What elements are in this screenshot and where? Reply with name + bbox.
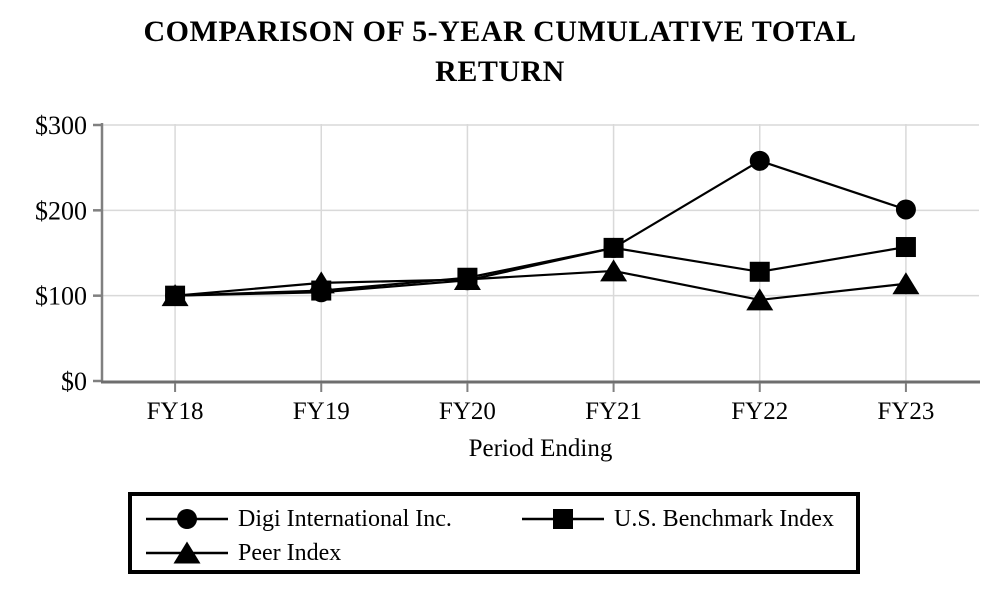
x-tick-label: FY19 [293,398,350,425]
axes [93,123,980,392]
series-line [175,245,907,297]
legend-item-us-benchmark: U.S. Benchmark Index [522,502,834,536]
x-tick-label: FY23 [877,398,934,425]
x-tick-label: FY22 [731,398,788,425]
legend-label-us-benchmark: U.S. Benchmark Index [614,505,834,532]
legend-item-peer-index: Peer Index [146,536,856,570]
triangle-marker [892,272,920,295]
chart-title-line1: COMPARISON OF 5-YEAR CUMULATIVE TOTAL [143,15,857,48]
triangle-marker [600,259,628,282]
triangle-marker-icon [146,538,228,568]
chart-legend: Digi International Inc. U.S. Benchmark I… [128,492,860,574]
y-tick-label: $0 [61,367,87,396]
y-tick-label: $300 [35,111,87,140]
series-line [175,159,907,297]
legend-row-2: Peer Index [132,536,856,570]
series-peer-index [161,259,920,311]
legend-marker-glyph [522,509,604,529]
x-tick-label: FY18 [147,398,204,425]
legend-row-1: Digi International Inc. U.S. Benchmark I… [132,502,856,536]
x-axis-title: Period Ending [469,435,613,462]
series-digi-international-inc [165,150,916,306]
triangle-marker [173,541,201,564]
line-chart-plot: $0 $100 $200 $300 FY18 FY19 FY20 FY21 FY22 FY23 Pe… [35,111,980,462]
legend-marker-glyph [146,509,228,529]
axis-labels: $0 $100 $200 $300 FY18 FY19 FY20 FY21 FY22 FY23 Pe… [35,111,934,462]
x-tick-label: FY20 [439,398,496,425]
legend-label-digi-international: Digi International Inc. [238,505,452,532]
legend-marker-glyph [146,541,228,564]
gridlines [102,124,979,381]
square-marker [895,237,916,258]
triangle-marker [453,267,481,290]
legend-label-peer-index: Peer Index [238,539,342,566]
page-title: COMPARISON OF 5-YEAR CUMULATIVE TOTAL RE… [0,12,1000,92]
circle-marker [895,199,916,220]
triangle-marker [161,284,189,307]
square-marker [553,509,573,529]
y-tick-label: $100 [35,282,87,311]
square-marker [749,261,770,282]
y-tick-label: $200 [35,196,87,225]
square-marker [603,237,624,258]
chart-title-line2: RETURN [435,55,565,88]
square-marker-icon [522,504,604,534]
circle-marker [177,509,197,529]
series-line [174,269,907,302]
triangle-marker [746,288,774,311]
x-tick-label: FY21 [585,398,642,425]
triangle-marker [307,271,335,294]
circle-marker-icon [146,504,228,534]
circle-marker [749,150,770,171]
legend-item-digi-international: Digi International Inc. [146,502,856,536]
